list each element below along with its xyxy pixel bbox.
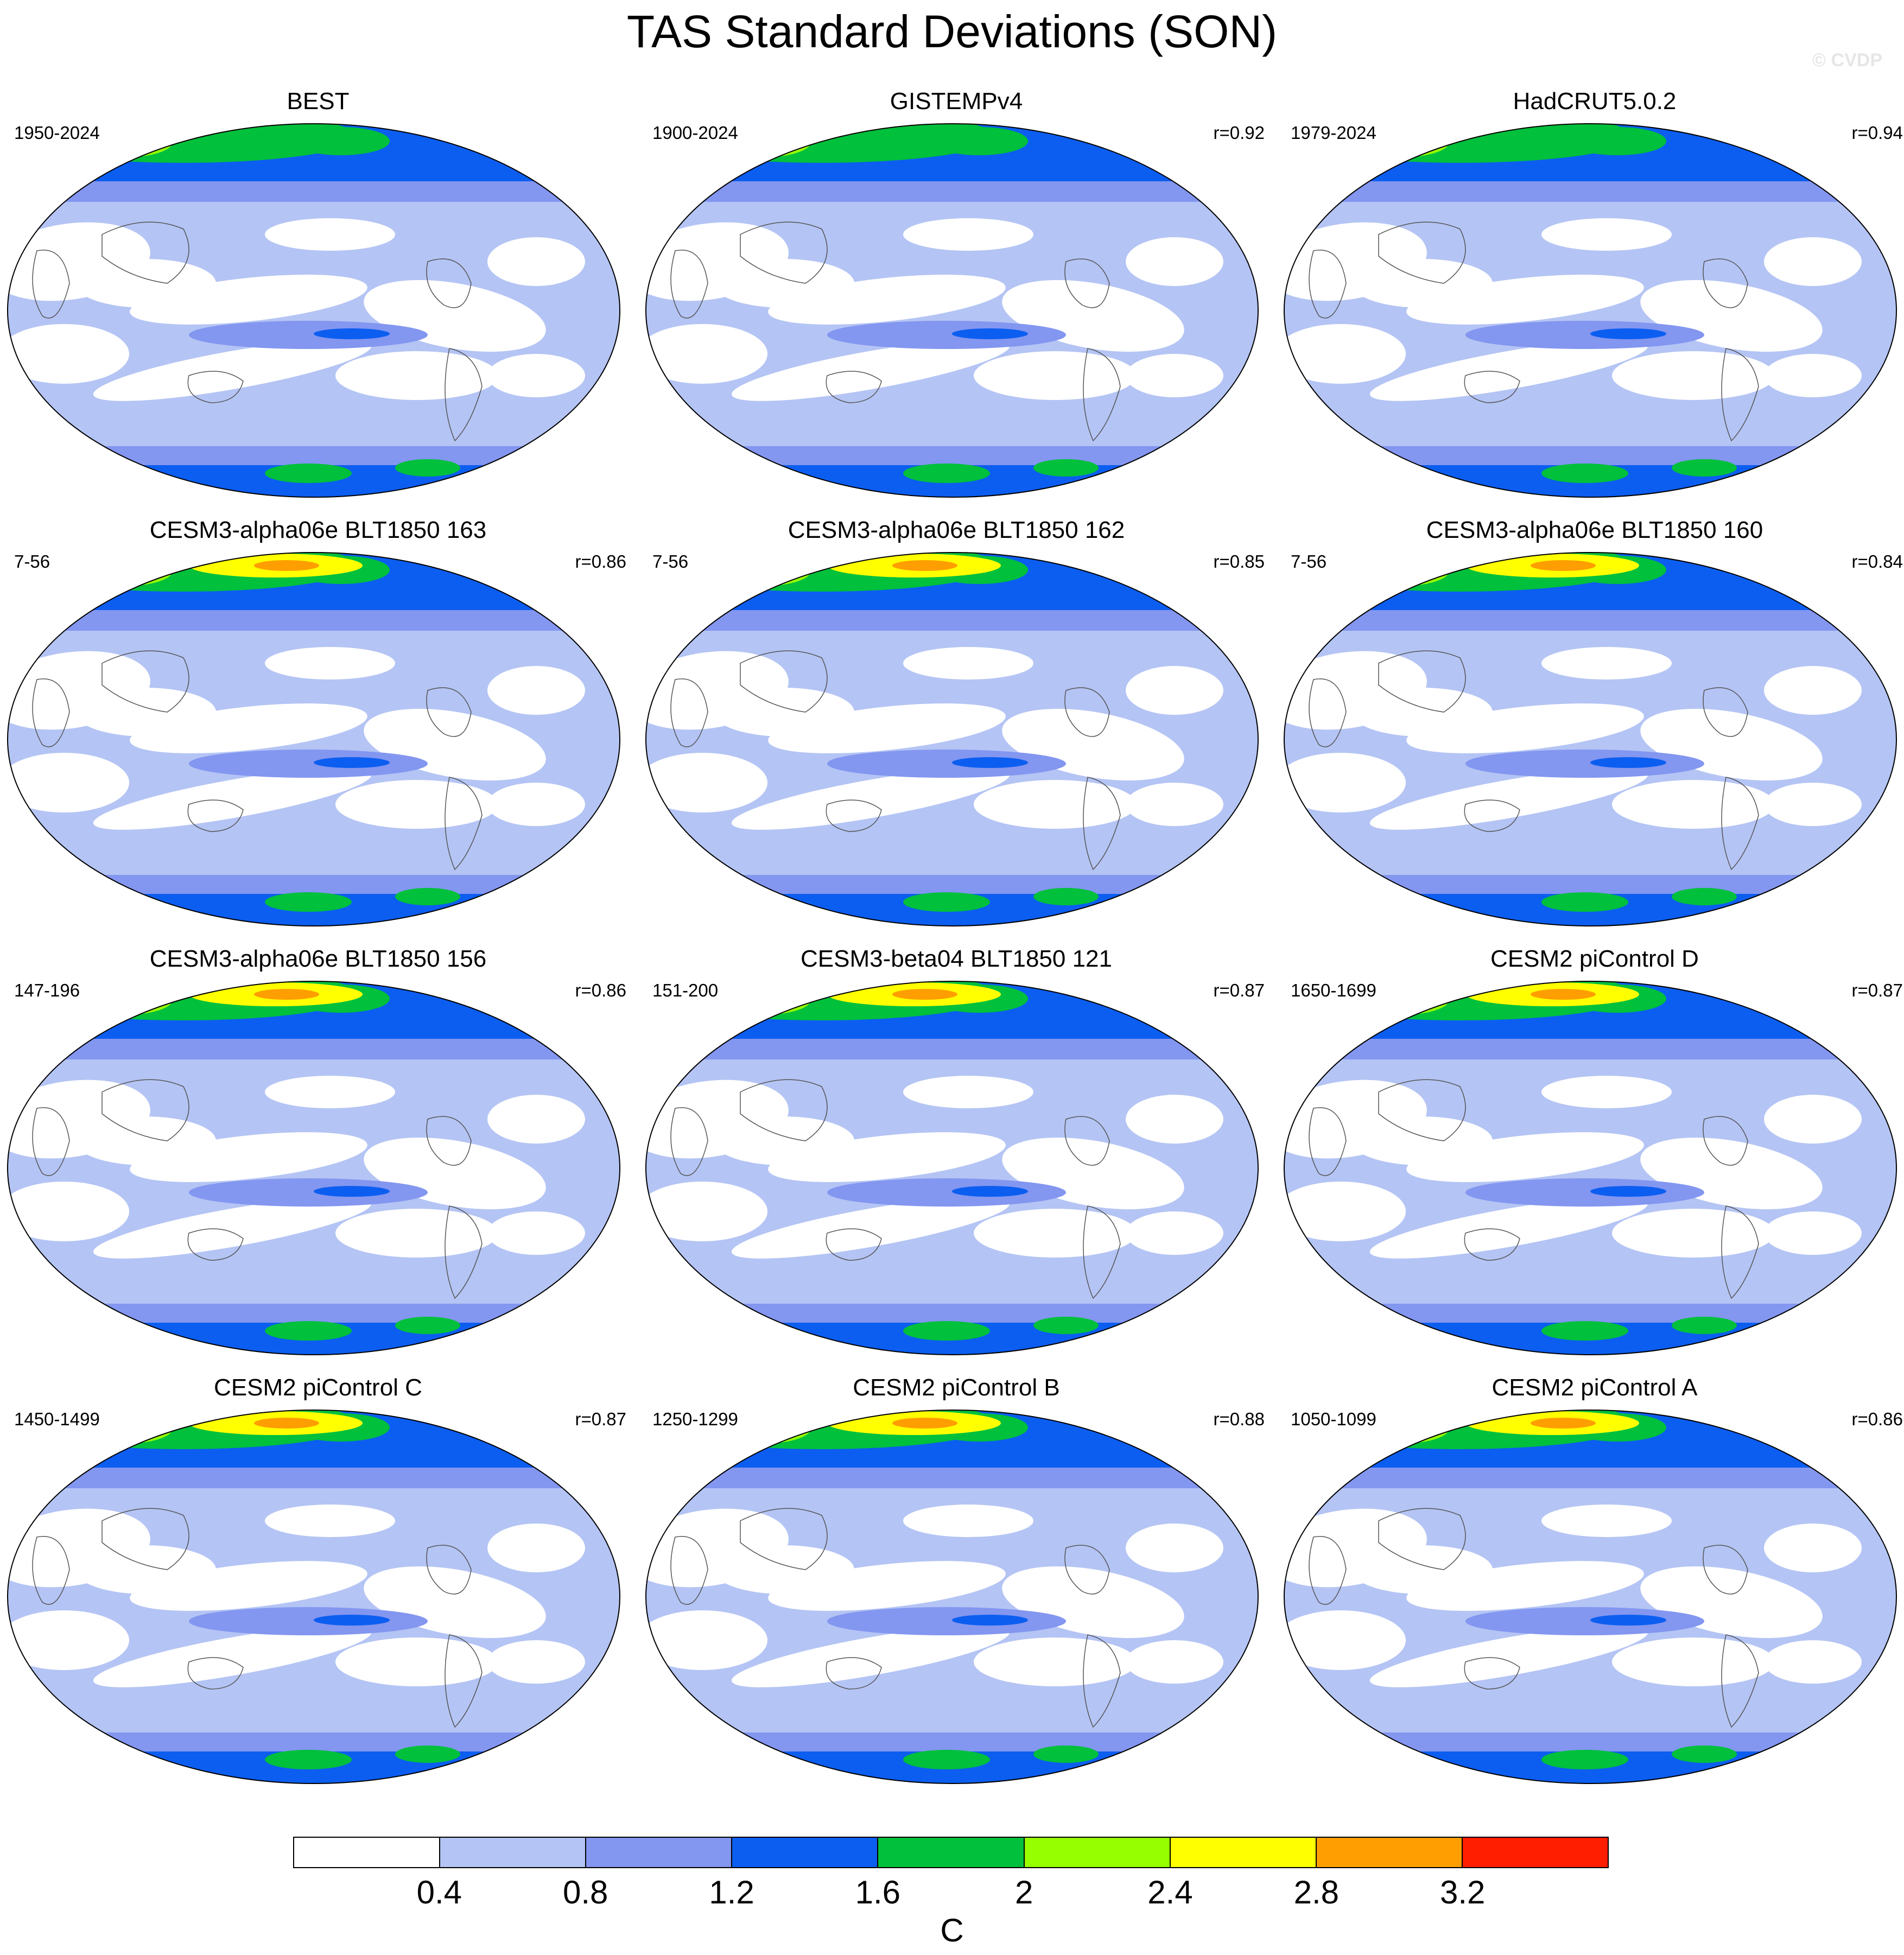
- robinson-map: [1284, 552, 1897, 926]
- colorbar-tick: 0.4: [416, 1874, 462, 1910]
- colorbar-swatch: [294, 1838, 441, 1867]
- panel-title: CESM3-alpha06e BLT1850 163: [149, 517, 487, 543]
- colorbar-swatch: [1316, 1838, 1463, 1867]
- map-panel: GISTEMPv4 1900-2024 r=0.92: [643, 81, 1270, 510]
- robinson-map: [645, 1410, 1259, 1784]
- panel-period: 1250-1299: [652, 1409, 738, 1429]
- map-panel: CESM2 piControl C 1450-1499 r=0.87: [4, 1368, 632, 1797]
- panel-correlation: r=0.92: [1213, 123, 1265, 143]
- panel-correlation: r=0.86: [575, 980, 627, 1000]
- colorbar-tick: 2.4: [1147, 1874, 1193, 1910]
- map-panel: BEST 1950-2024: [4, 81, 632, 510]
- panel-correlation: r=0.87: [1851, 980, 1903, 1000]
- robinson-map: [7, 981, 620, 1355]
- colorbar: [293, 1837, 1609, 1868]
- colorbar-swatch: [1024, 1838, 1171, 1867]
- robinson-map: [645, 123, 1259, 498]
- robinson-map: [1284, 1410, 1897, 1784]
- panel-title: BEST: [287, 88, 350, 115]
- robinson-map: [1284, 123, 1897, 498]
- panel-title: CESM3-beta04 BLT1850 121: [801, 945, 1112, 972]
- colorbar-tick-labels: 0.4 0.8 1.2 1.6 2 2.4 2.8 3.2: [293, 1874, 1609, 1917]
- panel-title: CESM2 piControl C: [214, 1374, 422, 1401]
- colorbar-tick: 3.2: [1439, 1874, 1486, 1910]
- panel-correlation: r=0.85: [1213, 551, 1265, 572]
- figure-title: TAS Standard Deviations (SON): [626, 6, 1278, 57]
- robinson-map: [1284, 981, 1897, 1355]
- panel-period: 1979-2024: [1291, 123, 1376, 143]
- map-panel: HadCRUT5.0.2 1979-2024 r=0.94: [1281, 81, 1904, 510]
- robinson-map: [7, 123, 620, 498]
- map-panel: CESM2 piControl B 1250-1299 r=0.88: [643, 1368, 1270, 1797]
- panel-title: CESM2 piControl D: [1490, 945, 1699, 972]
- panel-period: 1050-1099: [1291, 1409, 1376, 1429]
- colorbar-swatch: [440, 1838, 587, 1867]
- panel-period: 7-56: [1291, 551, 1327, 572]
- colorbar-units-label: C: [940, 1912, 964, 1948]
- robinson-map: [645, 552, 1259, 926]
- robinson-map: [7, 1410, 620, 1784]
- panel-period: 147-196: [14, 980, 80, 1000]
- panel-correlation: r=0.86: [575, 551, 627, 572]
- colorbar-swatch: [878, 1838, 1025, 1867]
- colorbar-tick: 1.2: [709, 1874, 754, 1910]
- panel-title: CESM3-alpha06e BLT1850 160: [1426, 517, 1763, 543]
- colorbar-tick: 2: [1014, 1874, 1033, 1910]
- colorbar-swatch: [732, 1838, 879, 1867]
- map-panel: CESM2 piControl D 1650-1699 r=0.87: [1281, 939, 1904, 1368]
- panel-title: CESM3-alpha06e BLT1850 156: [149, 945, 487, 972]
- panel-period: 1900-2024: [652, 123, 738, 143]
- panel-period: 7-56: [14, 551, 50, 572]
- panel-correlation: r=0.86: [1851, 1409, 1903, 1429]
- panel-correlation: r=0.87: [1213, 980, 1265, 1000]
- panel-period: 151-200: [652, 980, 719, 1000]
- panel-title: CESM2 piControl A: [1492, 1374, 1698, 1401]
- panel-correlation: r=0.94: [1851, 123, 1903, 143]
- panel-period: 1450-1499: [14, 1409, 100, 1429]
- colorbar-swatch: [586, 1838, 733, 1867]
- cvdp-credit: © CVDP: [1812, 50, 1882, 71]
- colorbar-tick: 0.8: [562, 1874, 608, 1910]
- map-panel: CESM2 piControl A 1050-1099 r=0.86: [1281, 1368, 1904, 1797]
- panel-correlation: r=0.88: [1213, 1409, 1265, 1429]
- map-panel: CESM3-alpha06e BLT1850 160 7-56 r=0.84: [1281, 510, 1904, 939]
- map-panel: CESM3-alpha06e BLT1850 163 7-56 r=0.86: [4, 510, 632, 939]
- panel-title: CESM2 piControl B: [853, 1374, 1060, 1401]
- robinson-map: [645, 981, 1259, 1355]
- panel-title: HadCRUT5.0.2: [1513, 88, 1677, 115]
- panel-period: 1950-2024: [14, 123, 100, 143]
- panel-correlation: r=0.87: [575, 1409, 627, 1429]
- robinson-map: [7, 552, 620, 926]
- colorbar-tick: 2.8: [1293, 1874, 1340, 1910]
- colorbar-swatch: [1462, 1838, 1608, 1867]
- panel-period: 1650-1699: [1291, 980, 1376, 1000]
- colorbar-tick: 1.6: [855, 1874, 901, 1910]
- panel-title: CESM3-alpha06e BLT1850 162: [788, 517, 1125, 543]
- map-panel: CESM3-beta04 BLT1850 121 151-200 r=0.87: [643, 939, 1270, 1368]
- panel-period: 7-56: [652, 551, 689, 572]
- map-panel: CESM3-alpha06e BLT1850 156 147-196 r=0.86: [4, 939, 632, 1368]
- map-panel: CESM3-alpha06e BLT1850 162 7-56 r=0.85: [643, 510, 1270, 939]
- panel-correlation: r=0.84: [1851, 551, 1903, 572]
- colorbar-swatch: [1170, 1838, 1317, 1867]
- panel-title: GISTEMPv4: [890, 88, 1023, 115]
